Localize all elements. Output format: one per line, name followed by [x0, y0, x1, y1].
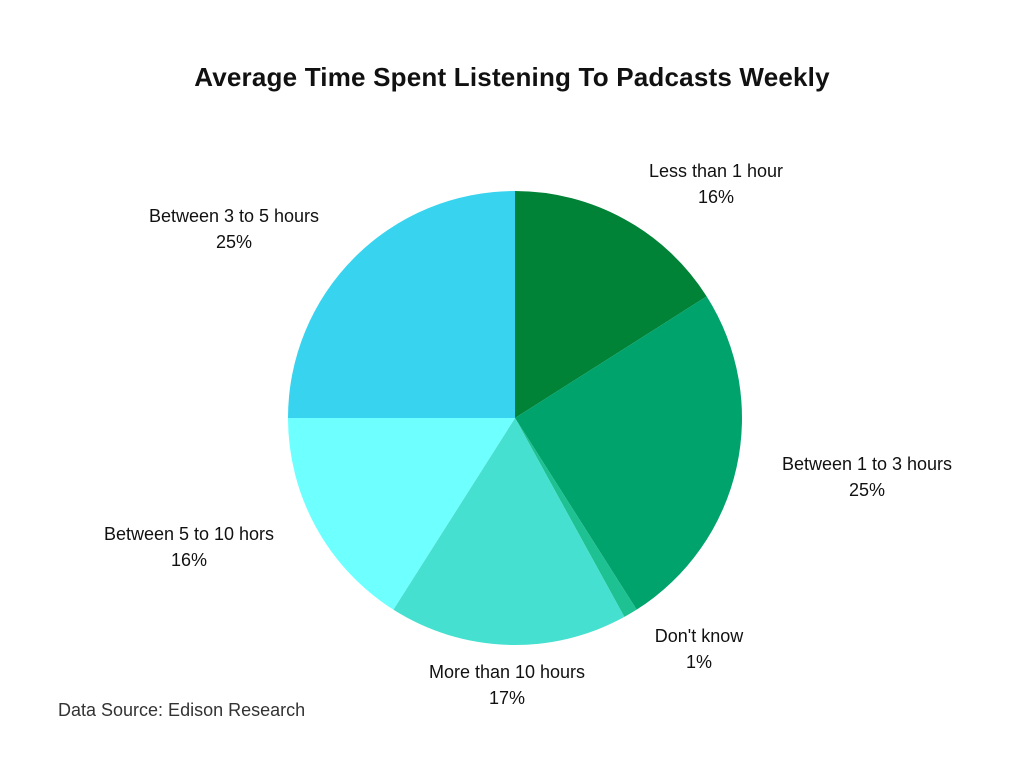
- slice-label-value: 1%: [685, 652, 712, 672]
- slice-label-less-than-1-hour: Less than 1 hour 16%: [596, 158, 836, 210]
- data-source-note: Data Source: Edison Research: [58, 700, 306, 720]
- slice-label-value: 16%: [697, 187, 735, 207]
- slice-label-value: 17%: [488, 688, 526, 708]
- slice-label-value: 16%: [170, 550, 208, 570]
- pie-slice-less-than-1-hour: [515, 191, 707, 418]
- slice-label-name: Don't know: [654, 626, 744, 646]
- pie-slice-between-1-to-3-hours: [515, 296, 742, 610]
- chart-title: Average Time Spent Listening To Padcasts…: [194, 62, 830, 92]
- slice-label-name: Between 1 to 3 hours: [781, 454, 953, 474]
- slice-label-name: Between 3 to 5 hours: [148, 206, 320, 226]
- slice-label-name: More than 10 hours: [428, 662, 586, 682]
- slice-label-between-1-to-3-hours: Between 1 to 3 hours 25%: [747, 451, 987, 503]
- slice-label-between-3-to-5-hours: Between 3 to 5 hours 25%: [114, 203, 354, 255]
- pie-slice-more-than-10-hours: [393, 418, 625, 645]
- slice-label-dont-know: Don't know 1%: [579, 623, 819, 675]
- slice-label-value: 25%: [215, 232, 253, 252]
- slice-label-name: Between 5 to 10 hors: [103, 524, 275, 544]
- slice-label-name: Less than 1 hour: [648, 161, 784, 181]
- slice-label-between-5-to-10-hors: Between 5 to 10 hors 16%: [69, 521, 309, 573]
- pie-slice-between-5-to-10-hors: [288, 418, 515, 610]
- pie-slice-between-3-to-5-hours: [288, 191, 515, 418]
- slice-label-value: 25%: [848, 480, 886, 500]
- slice-label-more-than-10-hours: More than 10 hours 17%: [387, 659, 627, 711]
- pie-slice-don-t-know: [515, 418, 637, 617]
